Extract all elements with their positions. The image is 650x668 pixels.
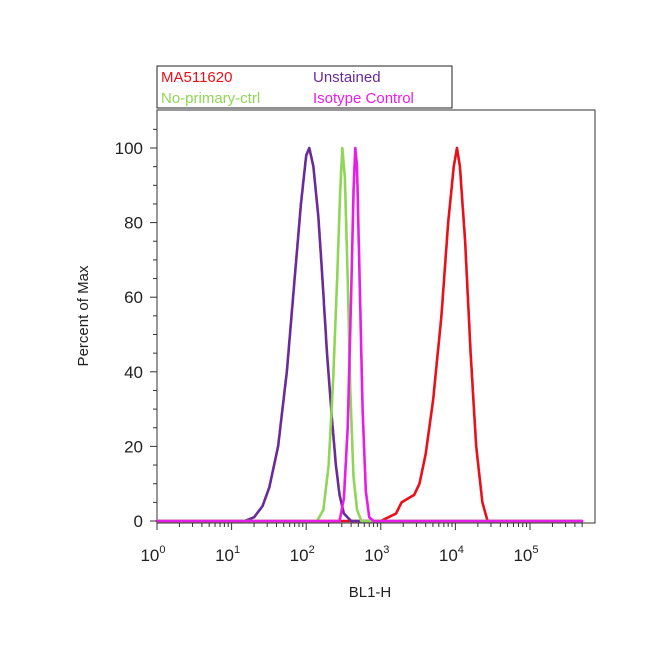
series-layer bbox=[155, 146, 584, 523]
y-tick-label: 60 bbox=[124, 288, 143, 307]
legend-entry: Isotype Control bbox=[313, 90, 414, 107]
x-tick-label: 102 bbox=[290, 544, 315, 565]
y-tick-label: 20 bbox=[124, 437, 143, 456]
y-tick-label: 100 bbox=[115, 139, 143, 158]
y-tick-label: 40 bbox=[124, 363, 143, 382]
x-tick-label: 105 bbox=[513, 544, 538, 565]
series-line-1 bbox=[155, 146, 584, 523]
plot-frame bbox=[156, 109, 596, 524]
y-axis: 0 20 40 60 80 100 bbox=[115, 128, 157, 531]
x-axis-title: BL1-H bbox=[349, 584, 392, 601]
legend-box bbox=[156, 65, 453, 109]
y-tick-label: 0 bbox=[134, 512, 143, 531]
y-axis-title: Percent of Max bbox=[75, 265, 92, 366]
series-line-3 bbox=[155, 146, 584, 523]
legend-entry: Unstained bbox=[313, 69, 381, 86]
legend-entry: No-primary-ctrl bbox=[161, 90, 260, 107]
x-tick-label: 100 bbox=[140, 544, 165, 565]
x-tick-label: 101 bbox=[215, 544, 240, 565]
y-tick-label: 80 bbox=[124, 214, 143, 233]
x-tick-label: 103 bbox=[364, 544, 389, 565]
legend-entry: MA511620 bbox=[161, 69, 232, 86]
x-axis: 100 101 102 103 104 105 bbox=[140, 523, 583, 565]
x-tick-label: 104 bbox=[439, 544, 464, 565]
legend: MA511620 Unstained No-primary-ctrl Isotype … bbox=[161, 69, 414, 107]
series-line-4 bbox=[155, 146, 584, 523]
